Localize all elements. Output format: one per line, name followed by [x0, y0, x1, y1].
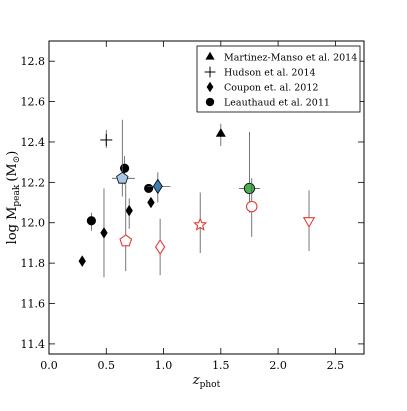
chart-marks: [78, 119, 316, 278]
x-axis-label-sub: phot: [200, 380, 221, 390]
legend-label: Leauthaud et al. 2011: [224, 98, 330, 109]
x-tick-label: 0.5: [98, 359, 116, 372]
x-axis-label: zphot: [192, 373, 221, 390]
x-tick-label: 0.0: [40, 359, 58, 372]
data-point-circle: [144, 183, 154, 194]
legend-box: [196, 45, 361, 113]
x-axis-label-main: z: [192, 373, 200, 388]
legend-label: Coupon et. al. 2012: [224, 83, 318, 94]
legend-items: Martinez-Manso et al. 2014 Hudson et al. …: [204, 51, 357, 109]
data-point-triangle-down-open: [302, 217, 316, 228]
data-point-diamond: [100, 227, 108, 239]
x-tick-label: 1.0: [155, 359, 173, 372]
y-axis-label-unit: (M: [5, 163, 20, 181]
data-point-circle: [120, 163, 130, 173]
data-point-pentagon-open: [119, 234, 133, 247]
legend-marker-diamond: [206, 81, 214, 93]
legend-marker-circle: [205, 97, 215, 107]
data-point-star-open: [193, 217, 208, 231]
data-point-circle: [86, 216, 96, 226]
y-tick-label: 11.8: [21, 257, 46, 270]
data-point-pentagon: [116, 171, 129, 184]
data-point-triangle: [215, 128, 226, 137]
legend-label: Martinez-Manso et al. 2014: [224, 53, 357, 64]
y-tick-label: 12.6: [21, 96, 46, 109]
data-point-diamond: [78, 255, 86, 267]
y-axis-label: log Mpeak (M⊙): [5, 151, 22, 245]
data-point-diamond: [125, 204, 133, 217]
y-tick-label: 12.8: [21, 55, 46, 68]
x-tick-label: 1.5: [212, 359, 230, 372]
data-point-circle: [243, 182, 256, 195]
y-tick-label: 12.4: [21, 136, 46, 149]
y-axis-label-unit-sym: ⊙: [12, 156, 22, 164]
legend-label: Hudson et al. 2014: [224, 68, 316, 79]
data-point-circle-open: [245, 200, 258, 213]
plot-frame: [48, 40, 365, 355]
y-tick-label: 11.4: [21, 338, 46, 351]
x-tick-label: 2.0: [269, 359, 287, 372]
y-axis-label-main: log M: [5, 207, 20, 245]
legend-marker-triangle: [205, 51, 215, 60]
legend: Martinez-Manso et al. 2014 Hudson et al. …: [196, 45, 361, 113]
y-tick-label: 11.6: [21, 298, 46, 311]
y-tick-label: 12.2: [21, 176, 46, 189]
data-point-diamond-open: [154, 238, 166, 255]
y-axis-label-sub: peak: [12, 184, 22, 206]
x-tick-label: 2.5: [327, 359, 345, 372]
data-point-diamond: [147, 196, 155, 209]
y-tick-label: 12.0: [21, 217, 46, 230]
data-point-diamond: [152, 178, 163, 195]
axis-ticks: 0.0 0.5 1.0 1.5 2.0 2.5 11.4 11.6 11.8 12.0 12.2 12…: [21, 41, 364, 372]
y-axis-label-unit-close: ): [5, 151, 20, 156]
